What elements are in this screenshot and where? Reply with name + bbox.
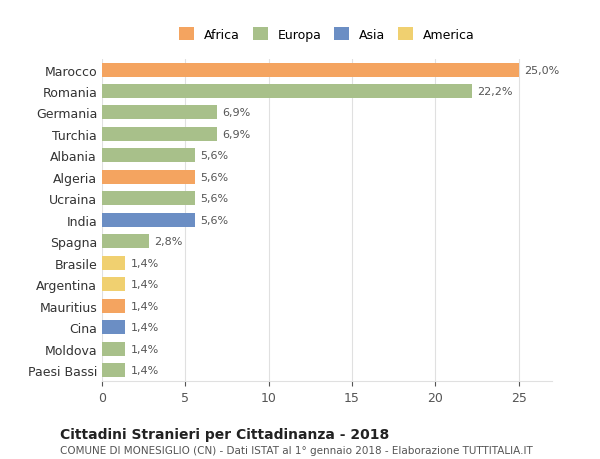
Text: 1,4%: 1,4% — [130, 258, 158, 268]
Text: 1,4%: 1,4% — [130, 280, 158, 290]
Bar — [102, 342, 125, 356]
Text: Cittadini Stranieri per Cittadinanza - 2018: Cittadini Stranieri per Cittadinanza - 2… — [60, 427, 389, 441]
Text: COMUNE DI MONESIGLIO (CN) - Dati ISTAT al 1° gennaio 2018 - Elaborazione TUTTITA: COMUNE DI MONESIGLIO (CN) - Dati ISTAT a… — [60, 445, 533, 455]
Bar — [102, 363, 125, 377]
Bar — [102, 63, 518, 77]
Bar — [102, 170, 196, 185]
Text: 5,6%: 5,6% — [200, 194, 229, 204]
Text: 2,8%: 2,8% — [154, 237, 182, 247]
Bar — [102, 213, 196, 227]
Legend: Africa, Europa, Asia, America: Africa, Europa, Asia, America — [176, 24, 478, 45]
Bar — [102, 128, 217, 141]
Bar — [102, 149, 196, 163]
Text: 1,4%: 1,4% — [130, 344, 158, 354]
Bar — [102, 106, 217, 120]
Text: 5,6%: 5,6% — [200, 173, 229, 183]
Text: 25,0%: 25,0% — [524, 65, 559, 75]
Text: 6,9%: 6,9% — [222, 129, 250, 140]
Bar — [102, 85, 472, 99]
Bar — [102, 235, 149, 249]
Bar — [102, 278, 125, 291]
Text: 1,4%: 1,4% — [130, 322, 158, 332]
Bar — [102, 299, 125, 313]
Text: 5,6%: 5,6% — [200, 151, 229, 161]
Bar — [102, 320, 125, 334]
Bar — [102, 192, 196, 206]
Text: 5,6%: 5,6% — [200, 215, 229, 225]
Text: 1,4%: 1,4% — [130, 365, 158, 375]
Text: 22,2%: 22,2% — [477, 87, 512, 97]
Text: 6,9%: 6,9% — [222, 108, 250, 118]
Bar — [102, 256, 125, 270]
Text: 1,4%: 1,4% — [130, 301, 158, 311]
